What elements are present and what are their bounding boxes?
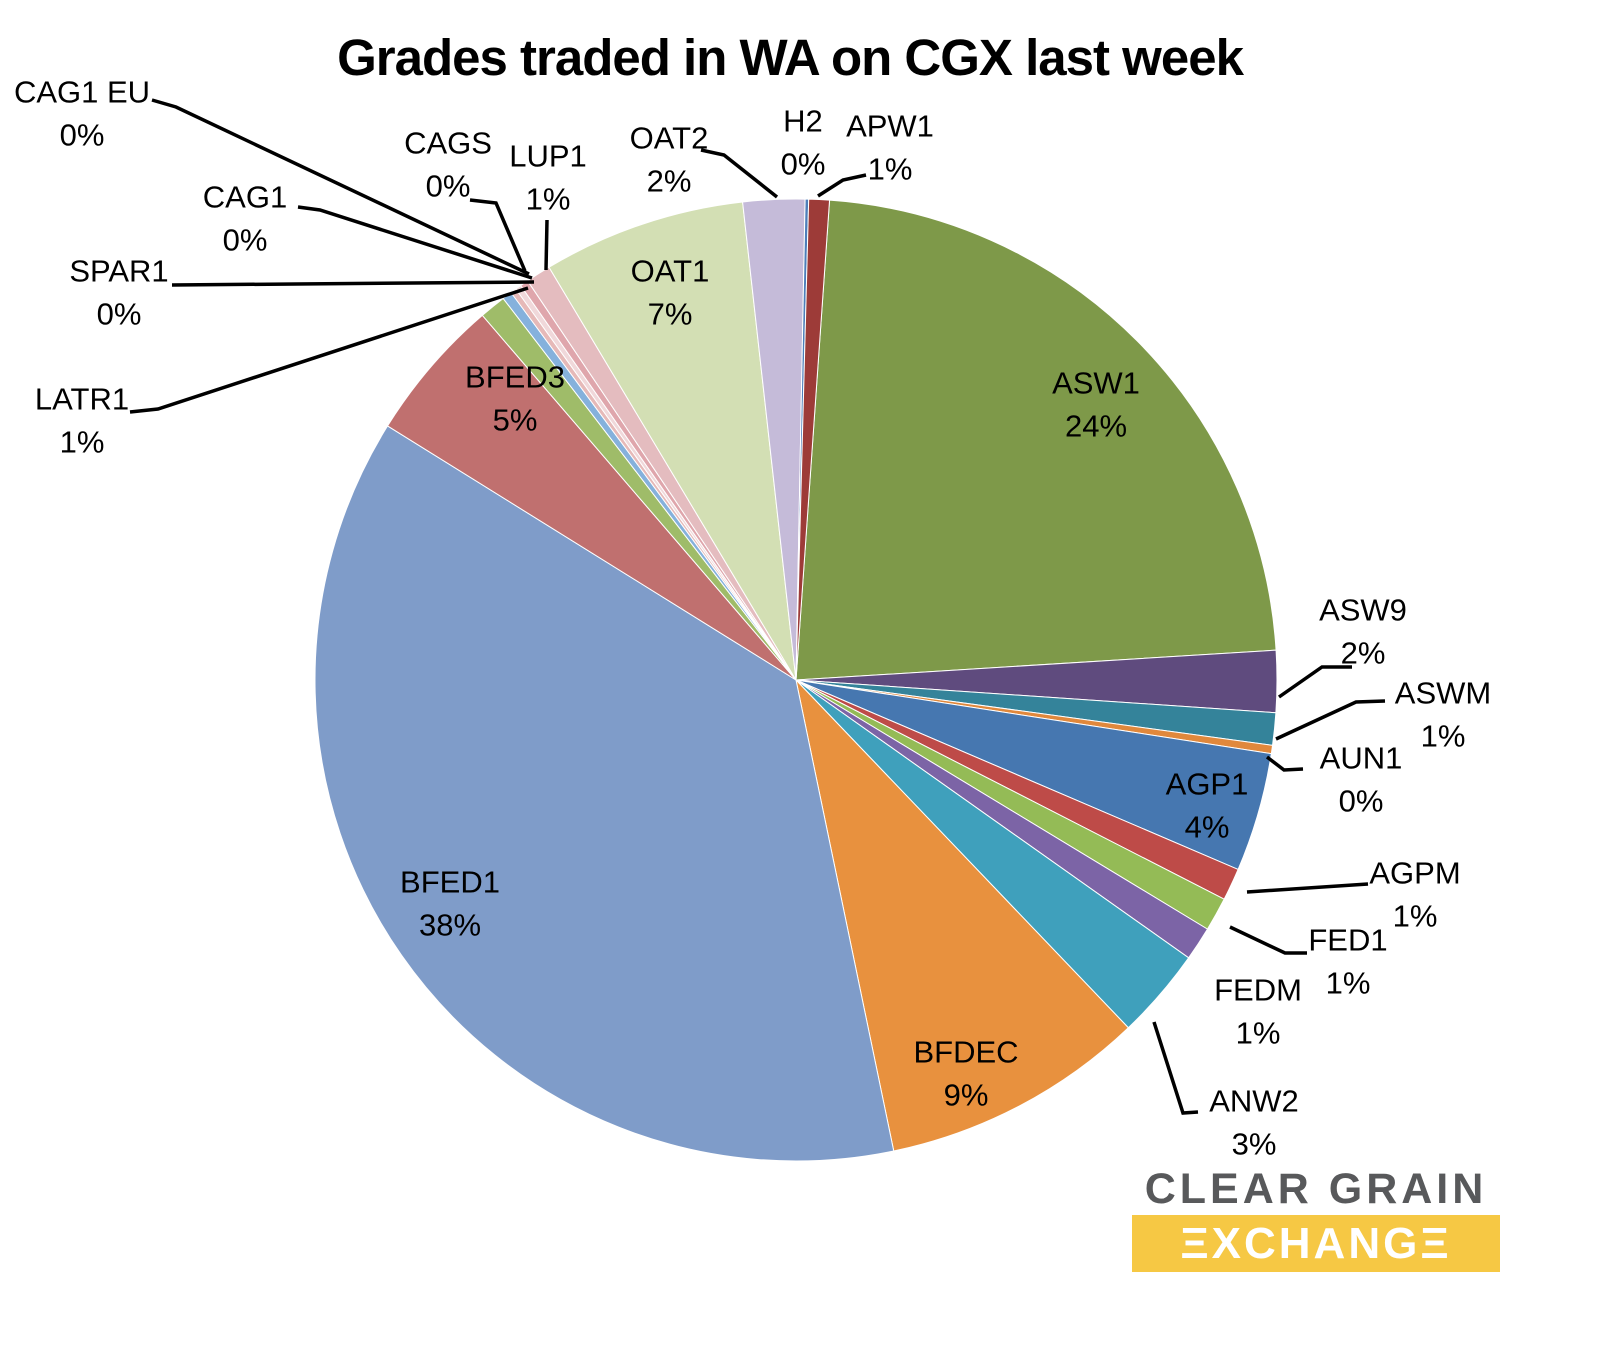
leader-line-LUP1 (544, 219, 549, 271)
leader-line-ANW2 (1152, 1021, 1199, 1115)
leader-line-CAGS (469, 198, 527, 272)
logo-clear-grain-text: CLEAR GRAIN (1144, 1165, 1488, 1213)
pie-slice-OAT1 (548, 201, 797, 681)
pie-slice-ASW1 (795, 199, 1277, 681)
leader-line-APW1 (817, 173, 867, 198)
leader-line-ASWM (1275, 699, 1386, 741)
leader-line-AGPM (1246, 882, 1369, 894)
cgx-logo: CLEAR GRAIN ΞXCHANGΞ (1132, 1168, 1500, 1272)
leader-line-CAG1-EU (151, 98, 530, 276)
leader-line-FED1 (1229, 925, 1307, 955)
leader-line-OAT2 (700, 148, 779, 199)
pie-slice-APW1 (795, 198, 831, 681)
leader-line-AUN1 (1265, 755, 1304, 772)
logo-exchange-text: ΞXCHANGΞ (1180, 1218, 1452, 1268)
leader-line-SPAR1 (171, 280, 535, 287)
leader-line-ASW9 (1277, 665, 1352, 699)
chart-title: Grades traded in WA on CGX last week (337, 29, 1244, 86)
leader-line-LATR1 (129, 286, 529, 414)
leader-line-CAG1 (297, 205, 533, 280)
pie-slice-BFED1 (314, 425, 895, 1162)
logo-yellow-bar: ΞXCHANGΞ (1132, 1215, 1500, 1272)
pie-slice-BFDEC (795, 678, 1130, 1152)
